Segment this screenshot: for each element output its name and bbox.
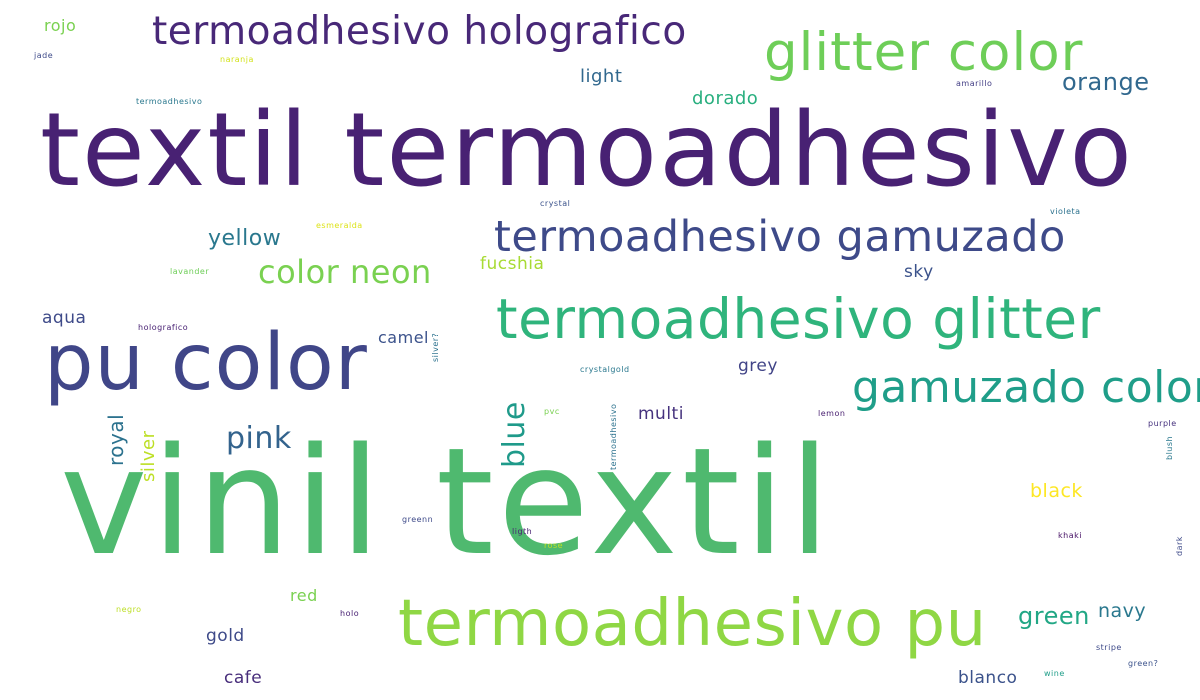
word-jade: jade [34,51,54,60]
word-pu-color: pu color [44,318,368,408]
word-lavander: lavander [170,267,210,276]
word-naranja: naranja [220,55,254,64]
word-khaki: khaki [1058,531,1082,540]
word-wine: wine [1044,669,1065,678]
word-crystalgold: crystalgold [580,365,630,374]
word-gamuzado-color: gamuzado color [852,362,1200,413]
word-blush: blush [1165,435,1174,460]
word-glitter-color: glitter color [764,22,1084,83]
word-esmeralda: esmeralda [316,221,363,230]
word-amarillo: amarillo [956,79,993,88]
word-black: black [1030,480,1083,502]
word-termoadhesivo-small: termoadhesivo [136,97,203,106]
word-orange: orange [1062,68,1150,96]
word-fucshia: fucshia [480,254,545,274]
word-negro: negro [116,605,142,614]
word-camel: camel [378,328,429,347]
word-cafe: cafe [224,668,263,688]
word-rojo: rojo [44,16,77,35]
word-blue: blue [497,401,532,468]
word-grey: grey [738,356,778,376]
word-dark: dark [1175,536,1184,556]
word-green: green [1018,602,1090,630]
word-lemon: lemon [818,409,846,418]
word-aqua: aqua [42,308,87,328]
word-silver-q: silver? [431,332,440,362]
word-silver: silver [138,430,159,482]
word-navy: navy [1098,600,1147,622]
word-yellow: yellow [208,226,282,251]
word-greenn: greenn [402,515,434,524]
word-crystal: crystal [540,199,571,208]
word-violeta: violeta [1050,207,1081,216]
word-light: light [580,66,623,87]
word-green-q: green? [1128,659,1159,668]
word-purple: purple [1148,419,1177,428]
word-dorado: dorado [692,88,759,109]
word-sky: sky [904,262,934,282]
word-royal: royal [104,413,128,466]
word-color-neon: color neon [258,253,432,291]
word-pink: pink [226,421,292,456]
word-gold: gold [206,626,245,646]
word-termoadhesivo-pu: termoadhesivo pu [398,587,987,661]
word-ligth: ligth [512,527,533,536]
word-termoadhesivo-gamuzado: termoadhesivo gamuzado [494,212,1066,262]
word-holografico-small: holografico [138,323,189,332]
word-rose: rose [544,541,564,550]
word-termoadhesivo-vertical: termoadhesivo [609,403,618,470]
word-red: red [290,586,318,605]
word-vinil-textil: vinil textil [60,416,835,588]
word-textil-termoadhesivo: textil termoadhesivo [40,91,1134,210]
word-holo: holo [340,609,360,618]
word-multi: multi [638,404,684,424]
word-stripe: stripe [1096,643,1122,652]
word-pvc: pvc [544,407,560,416]
word-termoadhesivo-holografico: termoadhesivo holografico [152,9,687,54]
word-blanco: blanco [958,668,1018,688]
word-termoadhesivo-glitter: termoadhesivo glitter [496,287,1101,351]
